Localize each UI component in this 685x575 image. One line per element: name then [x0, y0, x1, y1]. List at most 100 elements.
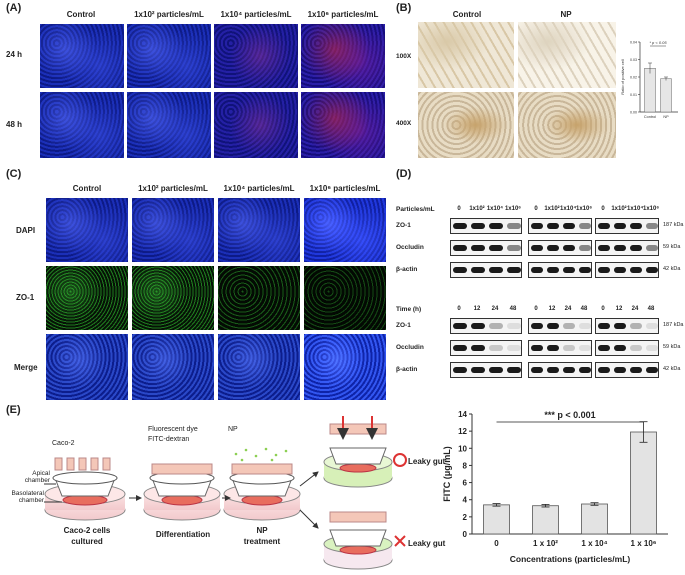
wb-bottom-lane-label: 12 — [473, 306, 481, 312]
micrograph-a-1e6-48h — [301, 92, 385, 158]
panel-c-header-1e2: 1x10² particles/mL — [138, 184, 208, 193]
micrograph-a-control-48h — [40, 92, 124, 158]
wb-bottom-band — [598, 345, 610, 351]
step2-label: Differentiation — [155, 530, 211, 539]
wb-top-band — [598, 245, 610, 251]
western-blot-panel: Particles/mL 0 1x10² 1x10⁴ 1x10⁶ 0 1x10² 1x10⁴ 1… — [396, 180, 685, 400]
wb-bottom-band — [531, 345, 543, 351]
panel-b-header-np: NP — [560, 10, 572, 19]
wb-top-band — [547, 223, 559, 229]
chart-e-annotation: *** p < 0.001 — [544, 410, 595, 420]
wb-top-band — [579, 223, 591, 229]
wb-top-band — [531, 223, 543, 229]
wb-bottom-band — [614, 323, 626, 329]
wb-top-band — [614, 267, 626, 273]
chart-b-ylabel: Ratio of positive cell — [620, 59, 625, 95]
wb-bottom-band — [598, 367, 610, 373]
wb-top-band — [453, 267, 467, 273]
wb-top-kda-label: 42 kDa — [663, 266, 681, 272]
chart-b-annotation: * p < 0.05 — [649, 40, 667, 45]
label-apical: Apical chamber — [24, 470, 50, 484]
wb-top-lane-label: 0 — [534, 206, 538, 212]
wb-top-blot-strip — [595, 240, 659, 256]
wb-top-band — [547, 245, 559, 251]
wb-bottom-protein-label: ZO-1 — [396, 322, 411, 329]
wb-bottom-band — [507, 367, 521, 373]
wb-bottom-blot-strip — [450, 362, 522, 378]
panel-c-row-merge: Merge — [14, 363, 38, 372]
wb-top-lane-label: 1x10⁶ — [504, 206, 522, 212]
wb-top-kda-label: 59 kDa — [663, 244, 681, 250]
chart-e-ytick-label: 4 — [463, 496, 468, 505]
ihc-control-400x — [418, 92, 514, 158]
chart-b-bar — [660, 78, 672, 113]
wb-top-band — [531, 245, 543, 251]
wb-bottom-band — [563, 323, 575, 329]
panel-a-header-1e4: 1x10⁴ particles/mL — [220, 10, 292, 19]
wb-bottom-band — [507, 345, 521, 351]
step3-label-1: NP — [256, 526, 268, 535]
wb-bottom-band — [507, 323, 521, 329]
chart-e-xlabel: Concentrations (particles/mL) — [510, 554, 631, 564]
wb-bottom-blot-strip — [450, 340, 522, 356]
wb-bottom-band — [598, 323, 610, 329]
micrograph-c-zo1-1e6 — [304, 266, 386, 330]
wb-bottom-band — [614, 367, 626, 373]
step1-label-2: cultured — [71, 537, 103, 546]
wb-bottom-band — [579, 345, 591, 351]
wb-bottom-band — [489, 345, 503, 351]
panel-a-row-48h: 48 h — [6, 120, 23, 129]
micrograph-c-zo1-1e4 — [218, 266, 300, 330]
micrograph-a-control-24h — [40, 24, 124, 88]
wb-top-protein-label: β-actin — [396, 266, 418, 273]
wb-top-band — [531, 267, 543, 273]
panel-b-header-control: Control — [452, 10, 482, 19]
wb-bottom-blot-strip — [450, 318, 522, 334]
chart-b-ytick-label: 0.02 — [630, 76, 637, 80]
panel-d-label: (D) — [396, 168, 412, 180]
wb-bottom-band — [453, 367, 467, 373]
wb-top-blot-strip — [450, 240, 522, 256]
micrograph-a-1e2-48h — [127, 92, 211, 158]
wb-top-band — [630, 223, 642, 229]
wb-top-blot-strip — [528, 218, 592, 234]
chart-e-bar — [483, 504, 510, 535]
panel-a-row-24h: 24 h — [6, 50, 23, 59]
wb-bottom-band — [646, 367, 658, 373]
wb-top-protein-label: ZO-1 — [396, 222, 411, 229]
micrograph-c-dapi-1e6 — [304, 198, 386, 262]
wb-bottom-band — [547, 367, 559, 373]
wb-top-band — [563, 245, 575, 251]
wb-top-band — [630, 267, 642, 273]
micrograph-c-dapi-1e4 — [218, 198, 300, 262]
wb-bottom-band — [563, 367, 575, 373]
panel-c-header-control: Control — [72, 184, 102, 193]
wb-top-band — [471, 267, 485, 273]
wb-top-lane-label: 1x10⁶ — [643, 206, 660, 212]
wb-top-band — [563, 223, 575, 229]
wb-bottom-band — [614, 345, 626, 351]
wb-top-axis-label: Particles/mL — [396, 206, 435, 213]
wb-top-band — [630, 245, 642, 251]
panel-a-header-control: Control — [66, 10, 96, 19]
chart-e-bar — [630, 431, 657, 535]
wb-top-band — [453, 245, 467, 251]
chart-e: 0 2 4 6 8 10 12 14 FITC (μg/mL) 0 1 x 10² 1 x 10⁴ 1 … — [442, 410, 668, 564]
transwell-step1 — [44, 457, 126, 521]
wb-bottom-kda-label: 187 kDa — [663, 322, 684, 328]
panel-c-header-1e6: 1x10⁶ particles/mL — [309, 184, 381, 193]
micrograph-a-1e2-24h — [127, 24, 211, 88]
chart-e-ytick-label: 14 — [458, 410, 467, 419]
wb-top-band — [579, 267, 591, 273]
panel-a-header-1e2: 1x10² particles/mL — [134, 10, 204, 19]
wb-top-blot-strip — [450, 218, 522, 234]
wb-bottom-protein-label: Occludin — [396, 344, 424, 351]
wb-bottom-lane-label: 12 — [548, 306, 556, 312]
chart-e-category-label: 1 x 10⁶ — [631, 539, 657, 548]
wb-top-lane-label: 0 — [601, 206, 605, 212]
outcome-not-leaky-label: Leaky gut — [408, 539, 446, 548]
wb-bottom-band — [630, 323, 642, 329]
transwell-step2 — [143, 463, 221, 521]
micrograph-c-merge-control — [46, 334, 128, 400]
wb-bottom-lane-label: 0 — [534, 306, 538, 312]
